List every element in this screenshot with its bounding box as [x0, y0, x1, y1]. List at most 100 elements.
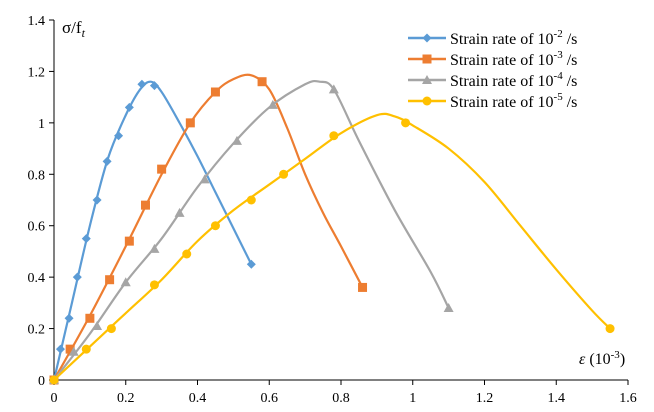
series-line	[52, 80, 253, 381]
data-point	[124, 102, 134, 112]
data-point	[329, 131, 339, 141]
data-point	[68, 346, 79, 356]
data-point	[231, 135, 242, 145]
legend-marker	[422, 96, 432, 106]
legend-label-exp: -2	[554, 28, 563, 40]
legend-label: Strain rate of 10-5 /s	[450, 91, 577, 111]
data-point	[137, 79, 147, 89]
legend-label-unit: /s	[563, 73, 578, 90]
data-point	[149, 81, 159, 91]
data-point	[246, 259, 256, 269]
y-axis-label-sub: t	[82, 26, 86, 40]
plot-area	[49, 73, 615, 385]
y-tick-label: 1.4	[28, 14, 46, 29]
data-point	[185, 118, 195, 128]
data-point	[120, 277, 131, 287]
legend-label: Strain rate of 10-4 /s	[450, 70, 577, 90]
legend-label-exp: -3	[554, 49, 564, 61]
x-tick-label: 1	[409, 391, 416, 406]
legend-label: Strain rate of 10-2 /s	[450, 28, 577, 48]
data-point	[49, 375, 59, 385]
data-point	[401, 118, 411, 128]
data-point	[102, 156, 112, 166]
legend-entry-1: Strain rate of 10-2 /s	[408, 28, 577, 48]
data-point	[92, 321, 103, 330]
legend-label: Strain rate of 10-3 /s	[450, 49, 577, 69]
data-point	[81, 344, 91, 354]
legend-entry-3: Strain rate of 10-4 /s	[408, 70, 577, 90]
y-axis-label: σ/ft	[62, 18, 86, 40]
legend-label-text: Strain rate of 10	[450, 94, 554, 111]
data-point	[257, 77, 267, 87]
data-point	[174, 207, 185, 217]
legend-label-unit: /s	[563, 94, 578, 111]
legend-label-exp: -4	[554, 70, 564, 82]
y-tick-label: 0.6	[28, 220, 46, 235]
legend-marker	[422, 75, 432, 84]
tick-labels: 0 0.2 0.4 0.6 0.8 1 1.2 1.4 1.6 0 0.2 0.4 0.6 0.8 1 1.2…	[28, 14, 637, 406]
legend-label-unit: /s	[563, 31, 578, 48]
x-tick-label: 1.2	[476, 391, 494, 406]
series-2	[49, 73, 368, 385]
legend-entry-2: Strain rate of 10-3 /s	[408, 49, 577, 69]
data-point	[72, 272, 82, 282]
y-tick-label: 1.2	[28, 65, 46, 80]
data-point	[65, 344, 75, 354]
data-point	[358, 282, 368, 292]
x-axis-label-unit-exp: -3	[611, 349, 621, 361]
legend-marker	[422, 33, 432, 43]
x-tick-label: 1.4	[548, 391, 566, 406]
legend-label-unit: /s	[563, 52, 578, 69]
y-axis-label-main: σ/f	[62, 18, 82, 37]
x-tick-label: 0.6	[261, 391, 279, 406]
legend-label-exp: -5	[554, 91, 564, 103]
data-point	[149, 280, 159, 290]
data-point	[140, 200, 150, 210]
data-point	[124, 236, 134, 246]
data-point	[443, 303, 454, 312]
data-point	[106, 324, 116, 334]
x-tick-label: 0.4	[189, 391, 207, 406]
series-line	[53, 73, 364, 381]
data-point	[605, 324, 615, 334]
legend-marker	[422, 54, 432, 64]
y-tick-label: 0.8	[28, 168, 46, 183]
data-point	[210, 87, 220, 97]
x-axis-label: ε (10-3)	[579, 349, 625, 368]
x-axis-label-unit-close: )	[620, 351, 625, 368]
legend-label-text: Strain rate of 10	[450, 52, 554, 69]
x-tick-label: 0.8	[332, 391, 350, 406]
x-axis-label-main: ε	[579, 351, 586, 368]
data-point	[85, 313, 95, 323]
legend-entry-4: Strain rate of 10-5 /s	[408, 91, 577, 111]
series-3	[49, 79, 454, 384]
x-axis-label-unit: (10	[589, 351, 610, 368]
data-point	[114, 131, 124, 141]
y-tick-label: 0.4	[28, 271, 46, 286]
data-point	[279, 169, 289, 179]
series-line	[53, 79, 450, 381]
data-point	[81, 234, 91, 244]
data-point	[267, 99, 278, 109]
data-point	[157, 164, 167, 174]
legend-label-text: Strain rate of 10	[450, 31, 554, 48]
y-tick-label: 0.2	[28, 323, 46, 338]
y-tick-label: 1	[38, 117, 45, 132]
x-tick-label: 1.6	[619, 391, 637, 406]
series-4	[49, 112, 615, 385]
series-1	[49, 79, 256, 385]
data-point	[199, 174, 210, 184]
data-point	[210, 221, 220, 231]
data-point	[182, 249, 192, 259]
y-tick-label: 0	[38, 374, 45, 389]
data-point	[149, 243, 160, 253]
x-tick-label: 0.2	[117, 391, 135, 406]
data-point	[64, 313, 74, 323]
data-point	[328, 84, 339, 94]
legend-label-text: Strain rate of 10	[450, 73, 554, 90]
data-point	[92, 195, 102, 205]
data-point	[246, 195, 256, 205]
series-line	[53, 112, 611, 381]
